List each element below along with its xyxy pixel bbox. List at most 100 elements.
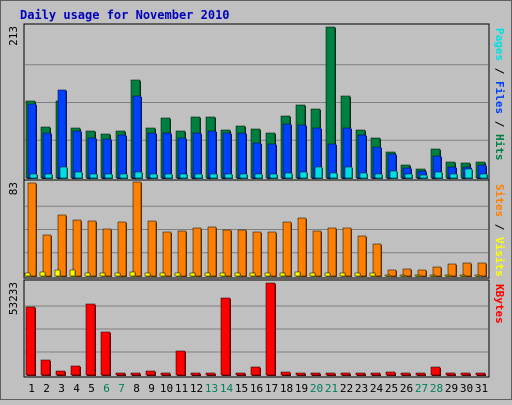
bar-sites — [174, 272, 181, 277]
bar-pages — [434, 171, 443, 179]
legend-part: Sites — [493, 184, 506, 217]
bar-visits — [357, 235, 367, 277]
bar-sites — [399, 274, 406, 277]
bar-kbytes — [430, 366, 441, 376]
bar-files — [27, 103, 37, 179]
bar-kbytes — [25, 306, 36, 376]
bar-pages — [89, 173, 98, 179]
bar-pages — [194, 173, 203, 179]
bar-visits — [282, 221, 292, 277]
bar-kbytes — [70, 365, 81, 376]
x-tick-label: 7 — [118, 382, 125, 395]
bar-visits — [192, 227, 202, 277]
x-tick-label: 31 — [475, 382, 488, 395]
bar-sites — [219, 272, 226, 277]
bar-kbytes — [100, 331, 111, 376]
bar-pages — [29, 173, 38, 179]
bar-kbytes — [205, 372, 216, 376]
bar-pages — [149, 173, 158, 179]
bar-pages — [209, 173, 218, 179]
bar-visits — [342, 227, 352, 277]
bar-visits — [57, 214, 67, 277]
x-tick-label: 10 — [160, 382, 173, 395]
bar-sites — [354, 272, 361, 277]
panel-visits: 83 Sites / Visits — [7, 179, 506, 279]
bar-sites — [204, 272, 211, 277]
bar-pages — [119, 173, 128, 179]
x-tick-label: 6 — [103, 382, 110, 395]
bar-kbytes — [310, 372, 321, 376]
bar-kbytes — [235, 372, 246, 376]
bar-kbytes — [265, 282, 276, 376]
x-tick-label: 19 — [295, 382, 308, 395]
bar-sites — [369, 272, 376, 277]
bar-sites — [234, 272, 241, 277]
bar-files — [357, 134, 367, 179]
bar-pages — [389, 170, 398, 179]
bar-kbytes — [475, 372, 486, 376]
x-tick-label: 30 — [460, 382, 473, 395]
bar-visits — [417, 269, 427, 277]
legend-part: / — [493, 61, 506, 81]
x-tick-label: 20 — [310, 382, 323, 395]
bar-visits — [267, 231, 277, 277]
bar-pages — [44, 173, 53, 179]
bar-pages — [74, 171, 83, 179]
bar-pages — [329, 172, 338, 179]
legend-part: Visits — [493, 237, 506, 277]
bar-kbytes — [445, 372, 456, 376]
bar-pages — [299, 171, 308, 179]
bar-kbytes — [325, 372, 336, 376]
legend-label: Pages / Files / Hits — [493, 28, 506, 161]
bar-files — [297, 124, 307, 179]
bar-pages — [374, 173, 383, 179]
bar-visits — [237, 229, 247, 277]
x-axis-labels: 1 2 3 4 5 6 7 8 9 10 11 12 13 14 15 16 17 18 19 20 21 22 23 24 2… — [28, 382, 488, 395]
legend-part: Hits — [493, 134, 506, 161]
bar-sites — [384, 274, 391, 277]
bar-sites — [189, 272, 196, 277]
x-tick-label: 2 — [43, 382, 50, 395]
bar-sites — [264, 272, 271, 277]
bar-pages — [479, 173, 488, 179]
bar-kbytes — [400, 372, 411, 376]
bar-pages — [134, 171, 143, 179]
bar-visits — [117, 221, 127, 277]
bar-kbytes — [415, 372, 426, 376]
bar-visits — [207, 226, 217, 277]
x-tick-label: 1 — [28, 382, 35, 395]
bar-kbytes — [220, 297, 231, 376]
panel-kbytes: 53233 KBytes — [7, 279, 506, 378]
bar-pages — [449, 173, 458, 179]
bar-visits — [27, 182, 37, 277]
bar-sites — [414, 274, 421, 277]
bar-sites — [339, 272, 346, 277]
bar-files — [162, 132, 172, 179]
bar-kbytes — [385, 371, 396, 376]
bar-kbytes — [145, 370, 156, 376]
bar-kbytes — [130, 372, 141, 376]
x-tick-label: 23 — [355, 382, 368, 395]
bar-sites — [99, 272, 106, 277]
bar-files — [237, 132, 247, 179]
x-tick-label: 9 — [148, 382, 155, 395]
bar-kbytes — [460, 372, 471, 376]
bar-sites — [144, 272, 151, 277]
bar-files — [372, 146, 382, 179]
bar-files — [177, 137, 187, 179]
bar-files — [147, 132, 157, 179]
bar-sites — [39, 271, 46, 277]
x-tick-label: 27 — [415, 382, 428, 395]
panel-hits: 213 Pages / Files / Hits — [7, 23, 506, 181]
legend-part: KBytes — [493, 284, 506, 324]
bar-visits — [252, 231, 262, 277]
bar-files — [132, 95, 142, 179]
bar-kbytes — [175, 350, 186, 376]
bar-visits — [297, 217, 307, 277]
bar-kbytes — [160, 372, 171, 376]
bar-visits — [387, 269, 397, 277]
x-tick-label: 28 — [430, 382, 443, 395]
bar-pages — [359, 172, 368, 179]
